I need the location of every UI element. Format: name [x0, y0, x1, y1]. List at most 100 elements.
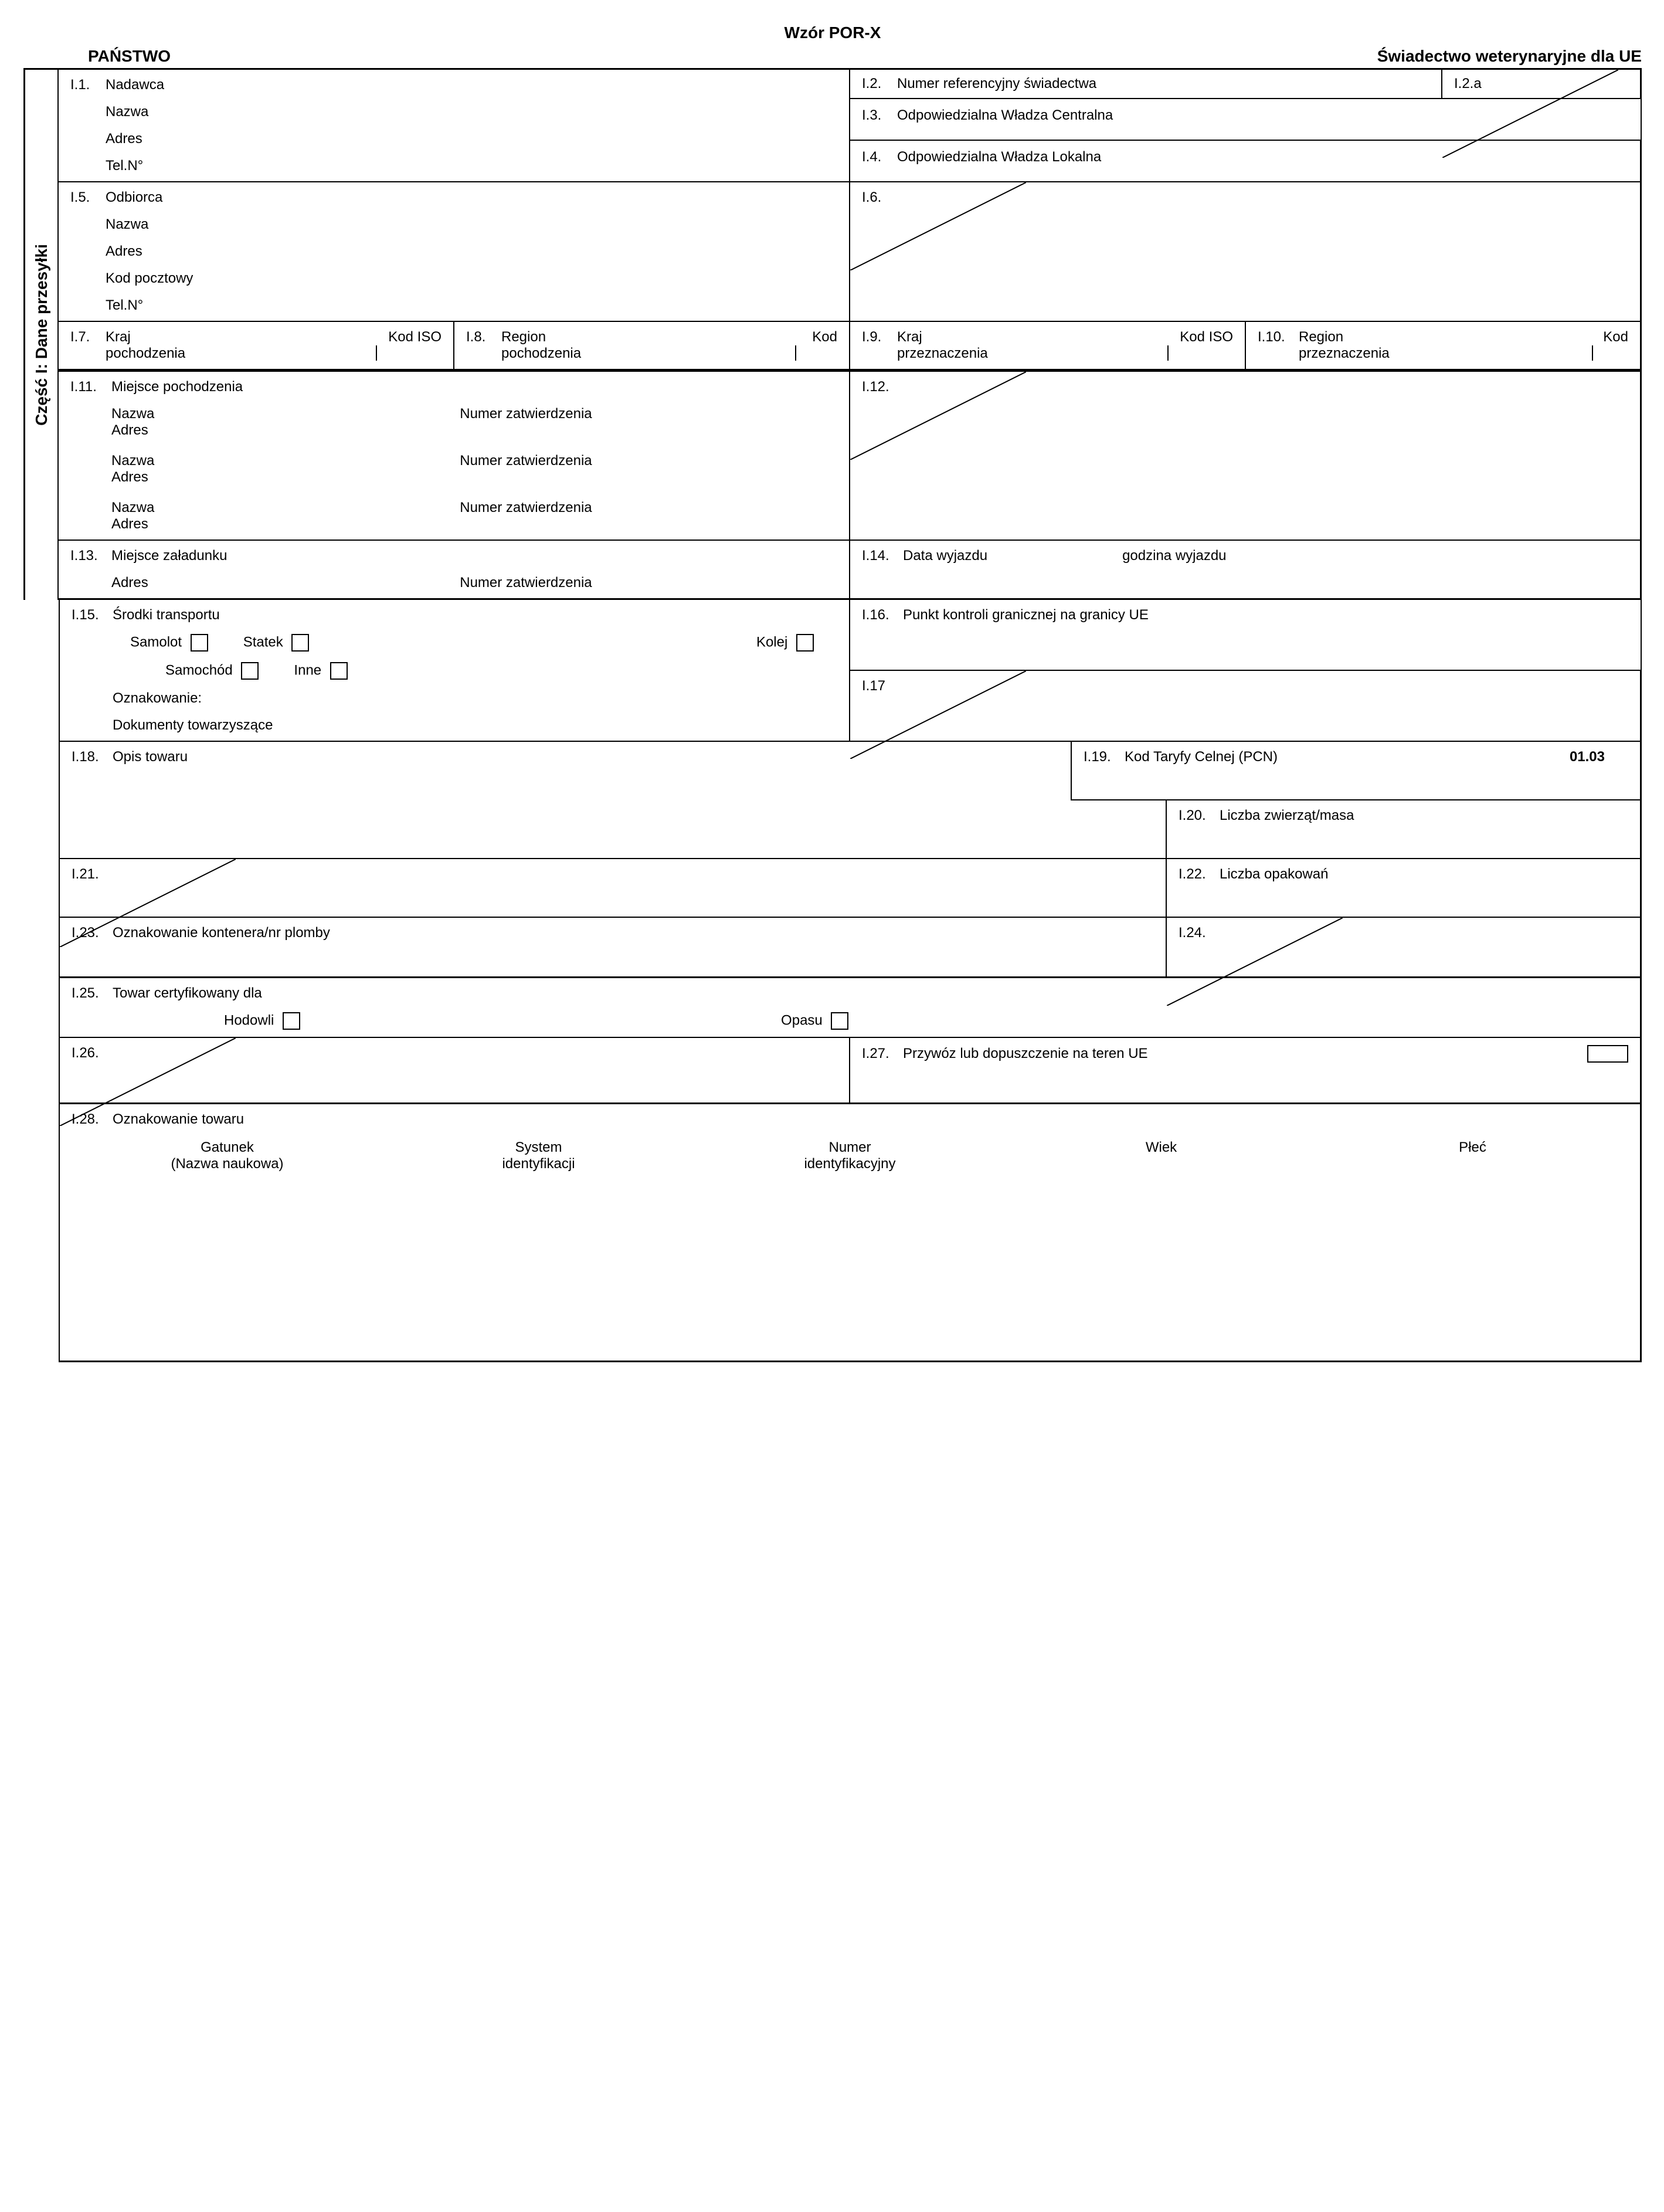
i10-l1: Region — [1299, 329, 1343, 345]
box-i13-num: I.13. — [70, 548, 111, 591]
cb-plane[interactable] — [191, 634, 208, 652]
box-i7-num: I.7. — [70, 329, 106, 362]
consignor-addr: Adres — [106, 131, 837, 147]
box-i2-num: I.2. — [862, 76, 897, 92]
docs: Dokumenty towarzyszące — [113, 717, 837, 734]
marking: Oznakowanie: — [113, 690, 837, 707]
box-i27-num: I.27. — [862, 1046, 903, 1062]
import-eu: Przywóz lub dopuszczenie na teren UE — [903, 1046, 1587, 1062]
origin-name-3: Nazwa — [111, 500, 460, 516]
tariff-value: 01.03 — [1570, 749, 1628, 765]
consignee-addr: Adres — [106, 243, 837, 260]
cert-label: Świadectwo weterynaryjne dla UE — [1377, 47, 1642, 66]
consignee: Odbiorca — [106, 189, 837, 206]
consignee-zip: Kod pocztowy — [106, 270, 837, 287]
cb-other[interactable] — [330, 662, 348, 680]
loading-title: Miejsce załadunku — [111, 548, 837, 564]
opt-breeding: Hodowli — [224, 1012, 274, 1028]
i10-code: Kod — [1603, 329, 1628, 345]
consignor: Nadawca — [106, 77, 837, 93]
opt-ship: Statek — [243, 634, 283, 650]
box-i19-num: I.19. — [1084, 749, 1125, 765]
origin-name-1: Nazwa — [111, 406, 460, 422]
loading-addr: Adres — [111, 575, 460, 591]
quantity: Liczba zwierząt/masa — [1220, 808, 1354, 824]
box-i12-num: I.12. — [862, 379, 1628, 395]
form-title: Wzór POR-X — [23, 23, 1642, 42]
box-i22-num: I.22. — [1179, 866, 1220, 883]
box-i6-num: I.6. — [862, 189, 1628, 206]
consignee-name: Nazwa — [106, 216, 837, 233]
opt-other: Inne — [294, 662, 321, 678]
opt-rail: Kolej — [756, 634, 787, 650]
goods-id: Oznakowanie towaru — [113, 1111, 244, 1128]
col-number-a: Numer — [694, 1139, 1006, 1156]
i9-l1: Kraj — [897, 329, 922, 345]
box-i24-num: I.24. — [1179, 925, 1628, 941]
cb-breeding[interactable] — [283, 1012, 300, 1030]
box-i11-num: I.11. — [70, 379, 111, 532]
opt-car: Samochód — [165, 662, 233, 678]
box-i10-num: I.10. — [1258, 329, 1299, 362]
cb-car[interactable] — [241, 662, 259, 680]
i8-l2: pochodzenia — [501, 345, 581, 362]
col-system-a: System — [383, 1139, 694, 1156]
box-i8-num: I.8. — [466, 329, 501, 362]
box-i28-num: I.28. — [72, 1111, 113, 1128]
border-post: Punkt kontroli granicznej na granicy UE — [903, 607, 1149, 623]
i8-l1: Region — [501, 329, 546, 345]
origin-appr-2: Numer zatwierdzenia — [460, 453, 592, 469]
cb-import-eu[interactable] — [1587, 1045, 1628, 1063]
cert-for: Towar certyfikowany dla — [113, 985, 262, 1002]
loading-appr: Numer zatwierdzenia — [460, 575, 592, 591]
i9-code: Kod ISO — [1180, 329, 1233, 345]
part1-sidebar: Część I: Dane przesyłki — [23, 70, 59, 600]
box-i20-num: I.20. — [1179, 808, 1220, 824]
box-i1-num: I.1. — [70, 77, 106, 174]
box-i9-num: I.9. — [862, 329, 897, 362]
origin-name-2: Nazwa — [111, 453, 460, 469]
departure-date: Data wyjazdu — [903, 548, 987, 564]
box-i4-num: I.4. — [862, 149, 897, 165]
box-i16-num: I.16. — [862, 607, 903, 623]
cert-ref: Numer referencyjny świadectwa — [897, 76, 1096, 92]
box-i18-num: I.18. — [72, 749, 113, 765]
opt-plane: Samolot — [130, 634, 182, 650]
cb-ship[interactable] — [291, 634, 309, 652]
i7-l1: Kraj — [106, 329, 131, 345]
departure-time: godzina wyjazdu — [1122, 548, 1226, 564]
origin-addr-2: Adres — [111, 469, 837, 486]
box-i21-num: I.21. — [72, 866, 1154, 883]
box-i3-num: I.3. — [862, 107, 897, 124]
container-seal: Oznakowanie kontenera/nr plomby — [113, 925, 330, 941]
col-species-a: Gatunek — [72, 1139, 383, 1156]
box-i5-num: I.5. — [70, 189, 106, 314]
col-species-b: (Nazwa naukowa) — [72, 1156, 383, 1172]
col-system-b: identyfikacji — [383, 1156, 694, 1172]
box-i2a-num: I.2.a — [1454, 76, 1628, 92]
box-i25-num: I.25. — [72, 985, 113, 1002]
consignor-tel: Tel.N° — [106, 158, 837, 174]
box-i15-num: I.15. — [72, 607, 113, 734]
part1-title: Część I: Dane przesyłki — [32, 244, 51, 426]
goods-desc: Opis towaru — [113, 749, 188, 765]
cb-fattening[interactable] — [831, 1012, 848, 1030]
origin-title: Miejsce pochodzenia — [111, 379, 837, 395]
origin-addr-3: Adres — [111, 516, 837, 532]
opt-fattening: Opasu — [781, 1012, 823, 1028]
origin-addr-1: Adres — [111, 422, 837, 439]
i7-l2: pochodzenia — [106, 345, 185, 362]
box-i23-num: I.23. — [72, 925, 113, 941]
i10-l2: przeznaczenia — [1299, 345, 1390, 362]
col-age: Wiek — [1006, 1139, 1317, 1156]
consignor-name: Nazwa — [106, 104, 837, 120]
local-auth: Odpowiedzialna Władza Lokalna — [897, 149, 1101, 165]
origin-appr-1: Numer zatwierdzenia — [460, 406, 592, 422]
origin-appr-3: Numer zatwierdzenia — [460, 500, 592, 516]
col-sex: Płeć — [1317, 1139, 1628, 1156]
i7-code: Kod ISO — [388, 329, 442, 345]
box-i17-num: I.17 — [862, 678, 1628, 694]
cb-rail[interactable] — [796, 634, 814, 652]
i8-code: Kod — [812, 329, 837, 345]
box-i14-num: I.14. — [862, 548, 903, 564]
